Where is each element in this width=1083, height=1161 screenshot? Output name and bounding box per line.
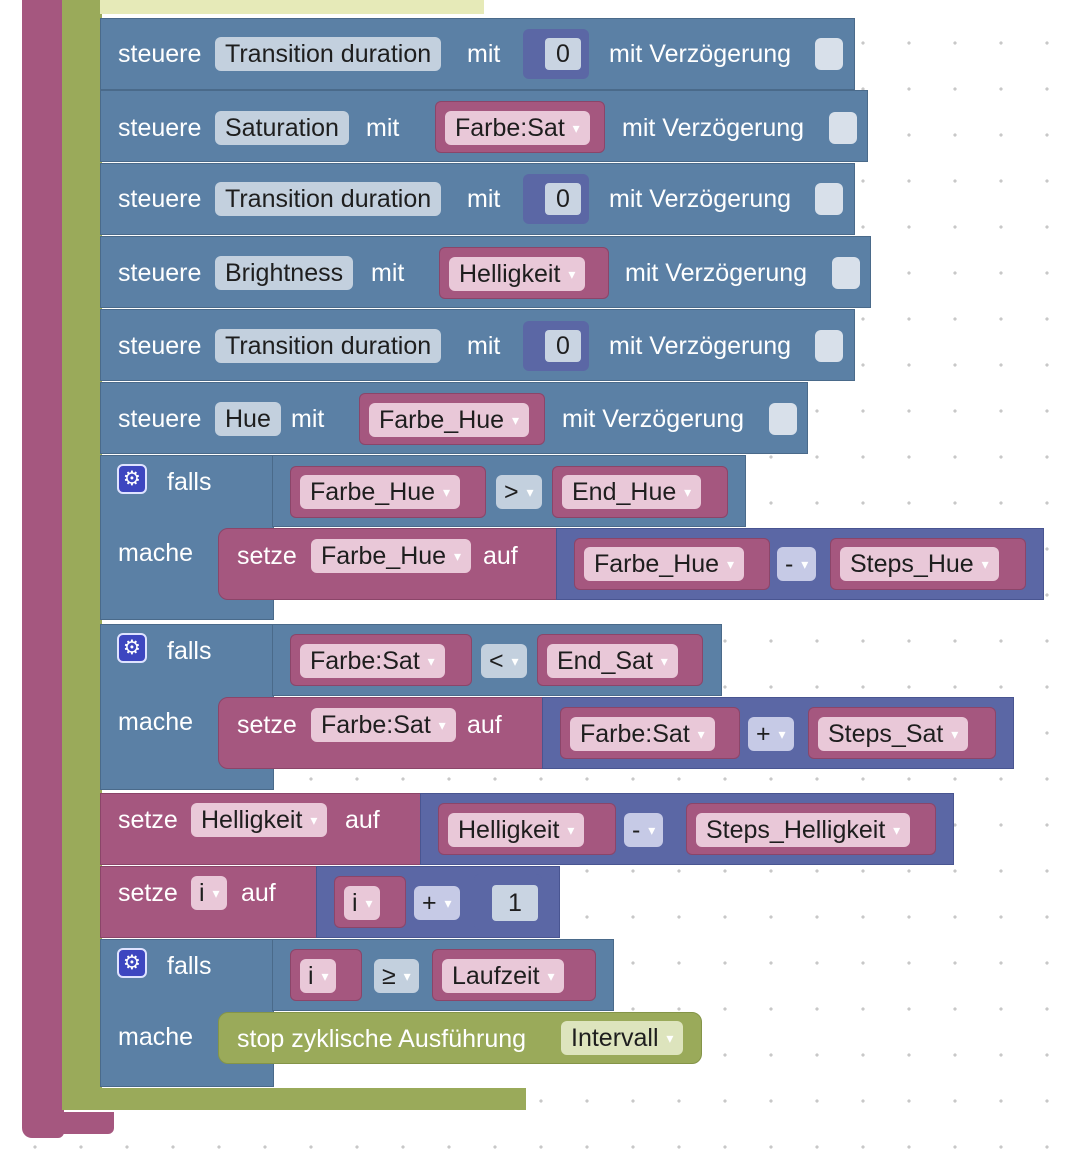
variable-dropdown[interactable]: Farbe:Sat (445, 111, 590, 145)
set-variable-block[interactable]: setze Farbe:Sat auf (218, 697, 544, 769)
variable-dropdown[interactable]: Helligkeit (448, 813, 585, 847)
number-input[interactable]: 0 (545, 183, 581, 215)
control-block[interactable]: steuere Transition duration mit 0 mit Ve… (100, 163, 855, 235)
control-block[interactable]: steuere Transition duration mit 0 mit Ve… (100, 309, 855, 381)
state-field[interactable]: Saturation (215, 111, 349, 145)
control-block[interactable]: steuere Hue mit Farbe_Hue mit Verzögerun… (100, 382, 808, 454)
variable-dropdown[interactable]: Laufzeit (442, 959, 565, 993)
number-input[interactable]: 0 (545, 330, 581, 362)
mit-label: mit (467, 185, 501, 213)
gear-icon[interactable]: ⚙ (117, 464, 147, 494)
steuere-label: steuere (118, 114, 202, 142)
control-block[interactable]: steuere Transition duration mit 0 mit Ve… (100, 18, 855, 90)
falls-label: falls (167, 637, 212, 665)
mache-label: mache (118, 708, 194, 736)
delay-checkbox[interactable] (832, 257, 860, 289)
number-input[interactable]: 1 (492, 885, 538, 921)
state-field[interactable]: Brightness (215, 256, 354, 290)
auf-label: auf (345, 806, 380, 834)
stop-label: stop zyklische Ausführung (237, 1025, 527, 1053)
variable-dropdown[interactable]: End_Sat (547, 644, 678, 678)
falls-label: falls (167, 468, 212, 496)
delay-checkbox[interactable] (829, 112, 857, 144)
interval-block-footer (62, 1088, 526, 1110)
gear-icon[interactable]: ⚙ (117, 948, 147, 978)
delay-checkbox[interactable] (815, 38, 843, 70)
variable-dropdown[interactable]: i (191, 876, 228, 910)
mit-label: mit (366, 114, 400, 142)
delay-checkbox[interactable] (815, 330, 843, 362)
variable-dropdown[interactable]: End_Hue (562, 475, 702, 509)
mit-label: mit (467, 332, 501, 360)
delay-label: mit Verzögerung (609, 40, 792, 68)
operator-dropdown[interactable]: < (481, 644, 527, 678)
operator-dropdown[interactable]: ≥ (374, 959, 419, 993)
mit-label: mit (467, 40, 501, 68)
operator-dropdown[interactable]: > (496, 475, 542, 509)
variable-dropdown[interactable]: Helligkeit (191, 803, 328, 837)
variable-dropdown[interactable]: Farbe:Sat (570, 717, 715, 751)
control-block[interactable]: steuere Brightness mit Helligkeit mit Ve… (100, 236, 871, 308)
mache-label: mache (118, 1023, 194, 1051)
setze-label: setze (237, 711, 297, 739)
variable-dropdown[interactable]: Farbe:Sat (311, 708, 456, 742)
outer-event-block[interactable] (22, 0, 64, 1138)
variable-dropdown[interactable]: Steps_Sat (818, 717, 969, 751)
interval-block-header[interactable] (100, 0, 484, 14)
set-variable-block[interactable]: setze i auf (100, 866, 318, 938)
falls-label: falls (167, 952, 212, 980)
mache-label: mache (118, 539, 194, 567)
operator-dropdown[interactable]: - (777, 547, 817, 581)
mit-label: mit (291, 405, 325, 433)
interval-block[interactable] (62, 0, 102, 1110)
variable-dropdown[interactable]: i (300, 959, 337, 993)
auf-label: auf (467, 711, 502, 739)
state-field[interactable]: Transition duration (215, 329, 442, 363)
auf-label: auf (483, 542, 518, 570)
delay-label: mit Verzögerung (609, 332, 792, 360)
outer-event-block-footer (22, 1112, 114, 1134)
variable-dropdown[interactable]: Farbe_Hue (300, 475, 460, 509)
interval-dropdown[interactable]: Intervall (561, 1021, 684, 1055)
steuere-label: steuere (118, 332, 202, 360)
steuere-label: steuere (118, 40, 202, 68)
set-variable-block[interactable]: setze Helligkeit auf (100, 793, 422, 865)
state-field[interactable]: Hue (215, 402, 281, 436)
stop-interval-block[interactable]: stop zyklische Ausführung Intervall (218, 1012, 702, 1064)
auf-label: auf (241, 879, 276, 907)
set-variable-block[interactable]: setze Farbe_Hue auf (218, 528, 558, 600)
variable-dropdown[interactable]: Farbe_Hue (311, 539, 471, 573)
variable-dropdown[interactable]: Steps_Hue (840, 547, 999, 581)
variable-dropdown[interactable]: Farbe:Sat (300, 644, 445, 678)
control-block[interactable]: steuere Saturation mit Farbe:Sat mit Ver… (100, 90, 868, 162)
steuere-label: steuere (118, 259, 202, 287)
number-input[interactable]: 0 (545, 38, 581, 70)
delay-label: mit Verzögerung (625, 259, 808, 287)
variable-dropdown[interactable]: Helligkeit (449, 257, 586, 291)
delay-label: mit Verzögerung (622, 114, 805, 142)
setze-label: setze (118, 806, 178, 834)
steuere-label: steuere (118, 185, 202, 213)
delay-label: mit Verzögerung (562, 405, 745, 433)
variable-dropdown[interactable]: Farbe_Hue (369, 403, 529, 437)
gear-icon[interactable]: ⚙ (117, 633, 147, 663)
operator-dropdown[interactable]: + (414, 886, 460, 920)
delay-label: mit Verzögerung (609, 185, 792, 213)
setze-label: setze (237, 542, 297, 570)
variable-dropdown[interactable]: i (344, 886, 381, 920)
variable-dropdown[interactable]: Farbe_Hue (584, 547, 744, 581)
state-field[interactable]: Transition duration (215, 37, 442, 71)
steuere-label: steuere (118, 405, 202, 433)
variable-dropdown[interactable]: Steps_Helligkeit (696, 813, 911, 847)
delay-checkbox[interactable] (769, 403, 797, 435)
state-field[interactable]: Transition duration (215, 182, 442, 216)
operator-dropdown[interactable]: + (748, 717, 794, 751)
operator-dropdown[interactable]: - (624, 813, 664, 847)
setze-label: setze (118, 879, 178, 907)
delay-checkbox[interactable] (815, 183, 843, 215)
mit-label: mit (371, 259, 405, 287)
